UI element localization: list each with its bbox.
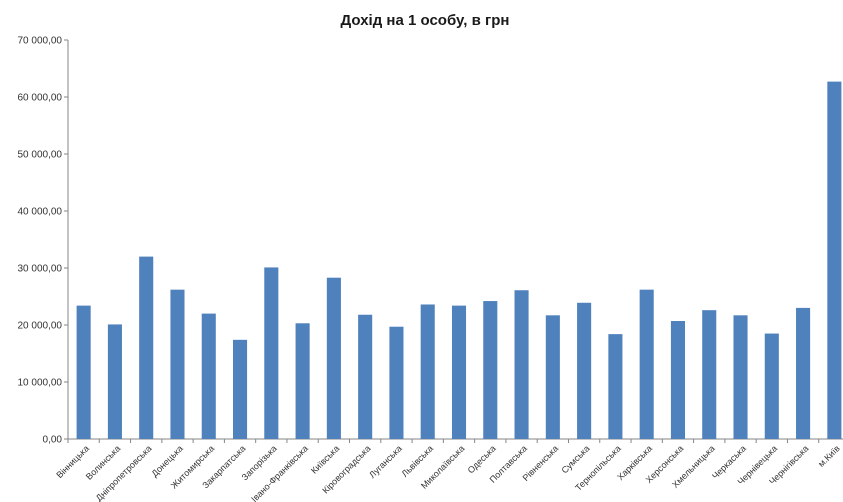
chart-title: Дохід на 1 особу, в грн [341,12,510,29]
bar [139,256,154,439]
y-tick-label: 30 000,00 [18,264,63,275]
x-tick-label: Одеська [466,443,498,475]
x-tick-label: Сумська [559,443,591,475]
bar [107,324,122,439]
bar [733,315,748,439]
bar [670,321,685,439]
bar [451,305,467,439]
bar [358,314,373,439]
bar [264,267,279,439]
bar [608,334,623,439]
bar [295,323,310,439]
x-tick-label: Київська [309,443,341,475]
bar-series [76,81,842,440]
y-tick-label: 40 000,00 [18,207,63,218]
bar [545,315,560,439]
bar [764,333,779,439]
x-axis: ВінницькаВолинськаДніпропетровськаДонець… [54,438,843,502]
bar [577,302,592,439]
x-tick-label: м.Київ [816,443,842,469]
bar [170,289,185,439]
x-tick-label: Дніпропетровська [94,443,154,502]
y-tick-label: 50 000,00 [18,150,63,161]
bar [326,277,341,439]
bar [389,326,404,439]
bar [514,290,529,439]
y-axis: 0,00 10 000,00 20 000,00 30 000,00 40 000,00… [18,36,69,446]
x-tick-label: Луганська [367,443,404,480]
y-tick-label: 20 000,00 [18,321,63,332]
y-tick-label: 70 000,00 [18,36,63,47]
bar [483,301,498,439]
bar [827,81,842,440]
y-tick-label: 60 000,00 [18,93,63,104]
bar [201,313,216,439]
y-tick-label: 0,00 [43,435,63,446]
bar [639,289,654,439]
bar [796,307,811,439]
y-tick-label: 10 000,00 [18,378,63,389]
bar [233,339,248,439]
bar [702,310,717,439]
x-tick-label: Івано-Франківська [249,443,310,502]
bar [420,304,435,439]
bar [76,305,91,439]
